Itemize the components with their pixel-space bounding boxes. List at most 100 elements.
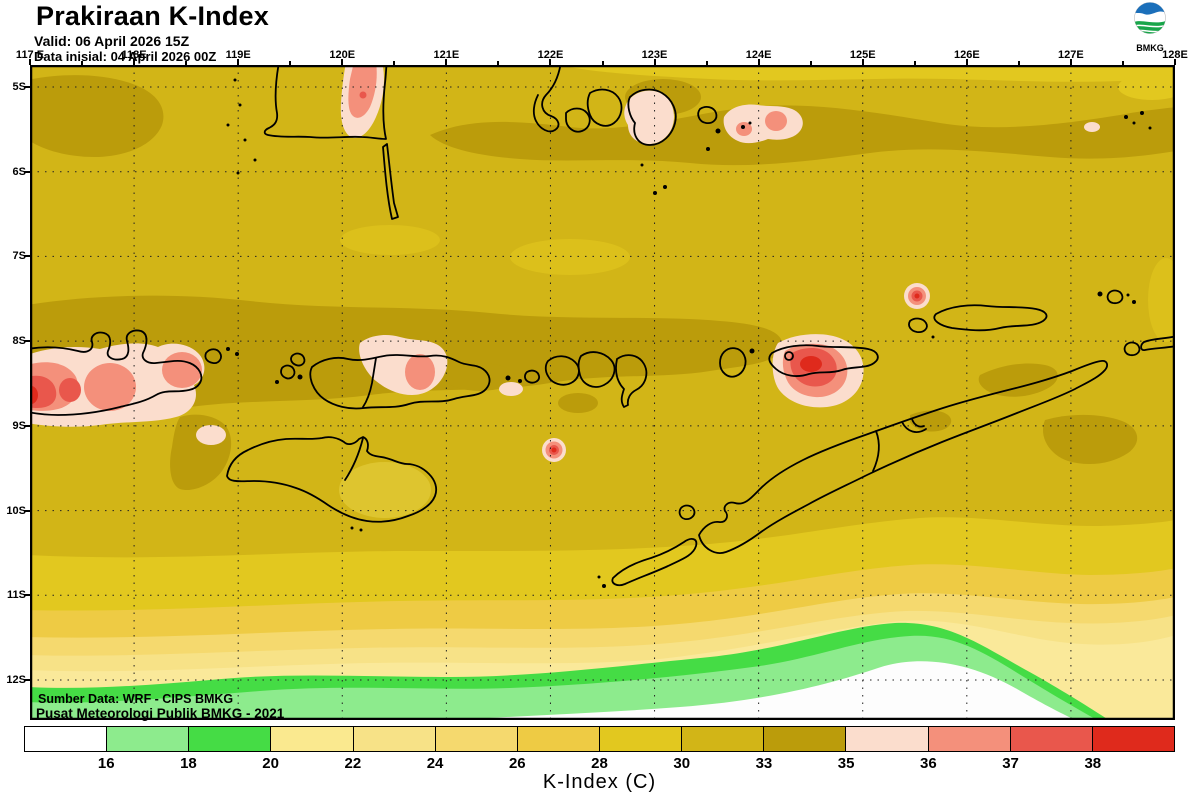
- colorbar-segment-10: [845, 727, 928, 751]
- data-source-line: Sumber Data: WRF - CIPS BMKG: [38, 692, 234, 706]
- valid-time-label: Valid: 06 April 2026 15Z: [34, 33, 190, 49]
- colorbar-tick-16: 16: [97, 755, 115, 772]
- lon-tick-minor: [81, 61, 84, 65]
- solor-islet: [524, 369, 540, 384]
- lon-tick: [445, 59, 448, 65]
- hotspot-alor: [772, 334, 864, 408]
- lon-tick: [237, 59, 240, 65]
- lon-tick-minor: [185, 61, 188, 65]
- semau: [678, 504, 696, 521]
- lat-label-12S: 12S: [6, 673, 26, 686]
- pantar: [719, 347, 747, 378]
- lon-tick: [861, 59, 864, 65]
- colorbar-tick-36: 36: [920, 755, 937, 772]
- colorbar-segment-8: [681, 727, 764, 751]
- lon-label-119E: 119E: [225, 49, 251, 61]
- hotspot-flores: [359, 335, 448, 395]
- lon-label-127E: 127E: [1058, 49, 1084, 61]
- lon-tick: [133, 59, 136, 65]
- lon-tick-minor: [705, 61, 708, 65]
- colorbar-tick-35: 35: [837, 755, 855, 772]
- lon-tick-minor: [913, 61, 916, 65]
- lat-tick: [24, 509, 30, 512]
- colorbar-tick-38: 38: [1084, 755, 1102, 772]
- oecusse-border: [901, 418, 927, 433]
- hotspot-sumbawa: [30, 343, 205, 427]
- colorbar-segment-13: [1091, 727, 1174, 751]
- lon-tick: [549, 59, 552, 65]
- komodo-islet: [290, 352, 306, 367]
- lon-tick: [29, 59, 31, 65]
- init-time-label: Data inisial: 04 April 2026 00Z: [34, 49, 217, 64]
- colorbar-tick-26: 26: [508, 755, 526, 772]
- lat-tick: [24, 340, 30, 343]
- hotspot-east-flores: [499, 382, 523, 396]
- bmkg-logo: BMKG: [1126, 1, 1174, 53]
- publisher-line: Pusat Meteorologi Publik BMKG - 2021: [36, 706, 285, 721]
- colorbar-tick-22: 22: [344, 755, 362, 772]
- sulawesi-southeast: [532, 65, 562, 133]
- islet-specks: [226, 78, 1152, 588]
- lat-label-8S: 8S: [12, 335, 26, 348]
- field-contours: [30, 65, 1175, 720]
- hotspot-nw-sumba: [196, 425, 226, 445]
- lon-tick-minor: [601, 61, 604, 65]
- lon-label-128E: 128E: [1162, 49, 1188, 61]
- lon-tick: [653, 59, 656, 65]
- alor: [768, 344, 879, 377]
- map-border: [30, 65, 1175, 720]
- wetar: [933, 304, 1048, 332]
- lat-label-11S: 11S: [7, 589, 26, 602]
- lon-tick: [1069, 59, 1072, 65]
- lembata: [615, 354, 648, 408]
- lon-tick: [1174, 59, 1176, 65]
- colorbar-title: K-Index (C): [542, 771, 657, 793]
- lon-label-121E: 121E: [433, 49, 460, 61]
- sumba-inner-border: [344, 437, 364, 481]
- lon-label-122E: 122E: [537, 49, 564, 61]
- lat-label-7S: 7S: [12, 250, 26, 263]
- colorbar-segment-7: [598, 727, 682, 751]
- colorbar-segment-1: [106, 727, 189, 751]
- kabaena: [565, 107, 591, 133]
- lat-tick: [24, 86, 30, 88]
- lat-tick: [24, 170, 30, 173]
- lat-label-9S: 9S: [12, 419, 26, 432]
- colorbar-segment-0: [25, 727, 107, 751]
- colorbar-segment-5: [434, 727, 517, 751]
- lat-label-6S: 6S: [12, 165, 26, 178]
- sumba: [226, 436, 438, 523]
- lon-tick-minor: [289, 61, 292, 65]
- flores: [309, 354, 491, 410]
- lon-tick-minor: [809, 61, 812, 65]
- lon-label-125E: 125E: [849, 49, 876, 61]
- colorbar-tick-37: 37: [1002, 755, 1019, 772]
- lon-tick-minor: [1017, 61, 1020, 65]
- leti: [1123, 341, 1141, 357]
- lat-tick: [24, 424, 30, 427]
- page-title: Prakiraan K-Index: [36, 1, 269, 31]
- colorbar-tick-18: 18: [180, 755, 197, 772]
- colorbar-segment-6: [516, 727, 599, 751]
- kisar: [1106, 289, 1124, 305]
- wakatobi: [697, 106, 718, 125]
- solor: [544, 355, 580, 386]
- lon-tick: [965, 59, 968, 65]
- lon-label-117E: 117 E: [15, 49, 45, 61]
- lon-label-123E: 123E: [641, 49, 668, 61]
- lon-label-124E: 124E: [745, 49, 772, 61]
- moyo: [204, 348, 222, 364]
- flores-inner-border: [362, 357, 377, 408]
- sumbawa: [30, 329, 203, 416]
- timor: [698, 359, 1108, 554]
- colorbar-segment-3: [270, 727, 353, 751]
- colorbar-segment-9: [763, 727, 846, 751]
- liran: [908, 317, 928, 334]
- lat-tick: [24, 678, 30, 681]
- hotspot-wakatobi: [723, 104, 803, 144]
- buton: [627, 88, 677, 146]
- hotspot-laut-banda: [904, 283, 930, 309]
- lon-label-126E: 126E: [953, 49, 980, 61]
- lon-tick-minor: [393, 61, 396, 65]
